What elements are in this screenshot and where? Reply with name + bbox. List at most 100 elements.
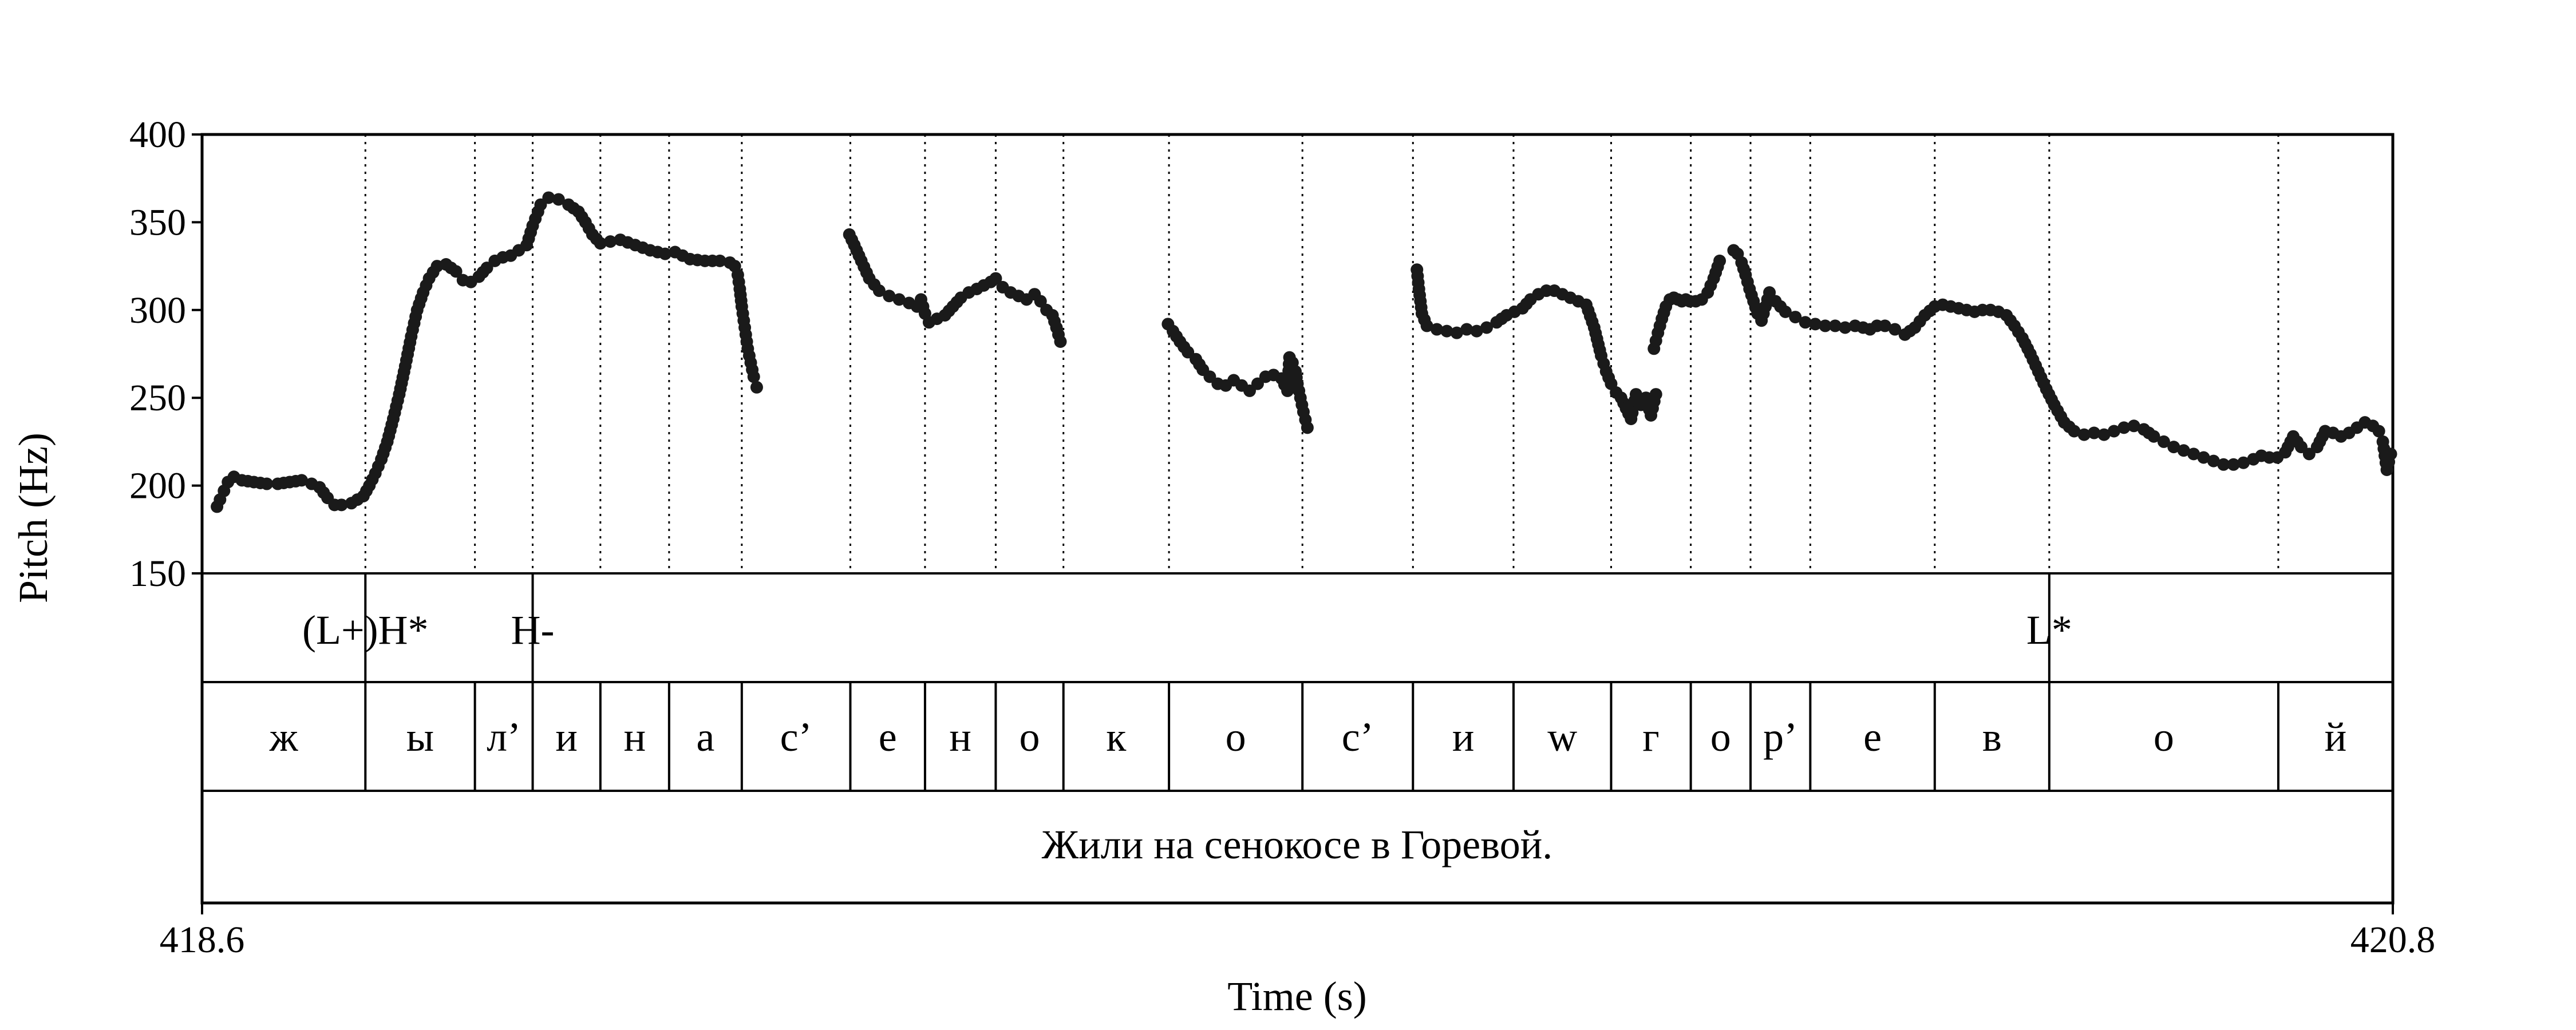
pitch-point [1839, 321, 1852, 334]
segment-label: ж [269, 714, 299, 760]
y-tick-label: 400 [129, 114, 186, 156]
pitch-point [872, 284, 886, 298]
pitch-point [2237, 456, 2250, 469]
segment-label: и [1452, 714, 1475, 760]
pitch-point [747, 370, 760, 383]
pitch-point [1480, 321, 1494, 334]
pitch-point [594, 237, 607, 250]
segment-label: й [2325, 714, 2347, 760]
segment-label: с’ [1342, 714, 1374, 760]
x-axis-title: Time (s) [1227, 973, 1366, 1019]
pitch-point [1819, 319, 1832, 332]
pitch-point [892, 293, 906, 306]
pitch-point [1034, 295, 1047, 308]
segment-label: к [1106, 714, 1127, 760]
pitch-point [1054, 335, 1067, 348]
pitch-point [1809, 318, 1822, 331]
pitch-point [1649, 388, 1662, 401]
pitch-point [883, 290, 896, 303]
pitch-point [542, 191, 555, 204]
pitch-point [2127, 419, 2140, 433]
y-tick-label: 250 [129, 377, 186, 419]
segment-label: о [2154, 714, 2174, 760]
segment-label: о [1710, 714, 1731, 760]
y-axis-title: Pitch (Hz) [10, 433, 56, 603]
pitch-point [2207, 454, 2220, 468]
pitch-point [989, 272, 1002, 285]
y-tick-label: 300 [129, 290, 186, 331]
segment-label: н [624, 714, 646, 760]
pitch-point [260, 477, 274, 490]
pitch-point [2147, 430, 2160, 443]
segment-label: w [1547, 714, 1577, 760]
pitch-point [2077, 428, 2091, 441]
pitch-point [1470, 324, 1483, 338]
x-tick-label: 420.8 [2350, 919, 2436, 961]
pitch-point [449, 265, 463, 278]
pitch-point [295, 474, 308, 487]
pitch-point [2068, 425, 2081, 438]
segment-label: о [1226, 714, 1246, 760]
tier-grid [200, 133, 2395, 905]
segment-tier: ж ы л’ и н а с’ е н о к о с’ и w г о р’ е в о й [269, 714, 2346, 760]
pitch-point [2157, 435, 2170, 448]
y-tick-label: 200 [129, 465, 186, 507]
segment-label: е [1863, 714, 1882, 760]
pitch-point [1440, 324, 1453, 338]
pitch-point [552, 193, 565, 206]
segment-label: г [1642, 714, 1660, 760]
pitch-point [2372, 425, 2385, 438]
pitch-point [1799, 316, 1812, 329]
pitch-point [2088, 426, 2101, 439]
tone-tier: (L+)H* H- L* [302, 607, 2072, 653]
segment-label: о [1020, 714, 1040, 760]
segment-label: а [696, 714, 714, 760]
pitch-point [1789, 311, 1802, 324]
pitch-point [2217, 458, 2230, 471]
segment-label: в [1982, 714, 2002, 760]
pitch-point [1301, 421, 1314, 434]
x-tick-label: 418.6 [160, 919, 245, 961]
pitch-point [2227, 458, 2240, 471]
pitch-point [604, 235, 617, 248]
y-tick-label: 350 [129, 201, 186, 243]
pitch-point [713, 254, 726, 267]
pitch-point [1888, 323, 1902, 336]
tone-label: H- [511, 607, 555, 653]
pitch-point [2117, 421, 2131, 434]
segment-label: с’ [780, 714, 812, 760]
pitch-point [658, 247, 671, 260]
segment-label: р’ [1763, 714, 1797, 760]
pitch-point [1779, 305, 1792, 318]
pitch-point [1431, 323, 1444, 336]
tone-label: (L+)H* [302, 607, 429, 653]
pitch-point [1713, 254, 1726, 267]
pitch-point [2107, 425, 2120, 438]
pitch-point [1763, 286, 1776, 299]
pitch-point [335, 498, 348, 512]
segment-label: е [879, 714, 897, 760]
sentence-label: Жили на сенокосе в Горевой. [1042, 822, 1553, 867]
y-axis: 150 200 250 300 350 400 [129, 114, 202, 595]
pitch-point [2187, 447, 2200, 461]
segment-label: н [949, 714, 971, 760]
pitch-point [1828, 319, 1842, 332]
boundary-lines [364, 134, 2279, 791]
segment-label: ы [406, 714, 434, 760]
pitch-point [1420, 319, 1433, 332]
pitch-point [2097, 428, 2111, 441]
pitch-point [2384, 447, 2397, 461]
pitch-point [1460, 323, 1473, 336]
pitch-point [2167, 441, 2180, 454]
pitch-series [211, 191, 2397, 513]
y-tick-label: 150 [129, 553, 186, 595]
pitch-point [1878, 319, 1891, 332]
segment-label: и [555, 714, 578, 760]
tone-label: L* [2026, 607, 2072, 653]
x-axis: 418.6 420.8 [160, 903, 2436, 961]
pitch-point [750, 381, 763, 394]
pitch-point [2197, 451, 2210, 464]
pitch-point [2177, 444, 2190, 457]
segment-label: л’ [487, 714, 521, 760]
